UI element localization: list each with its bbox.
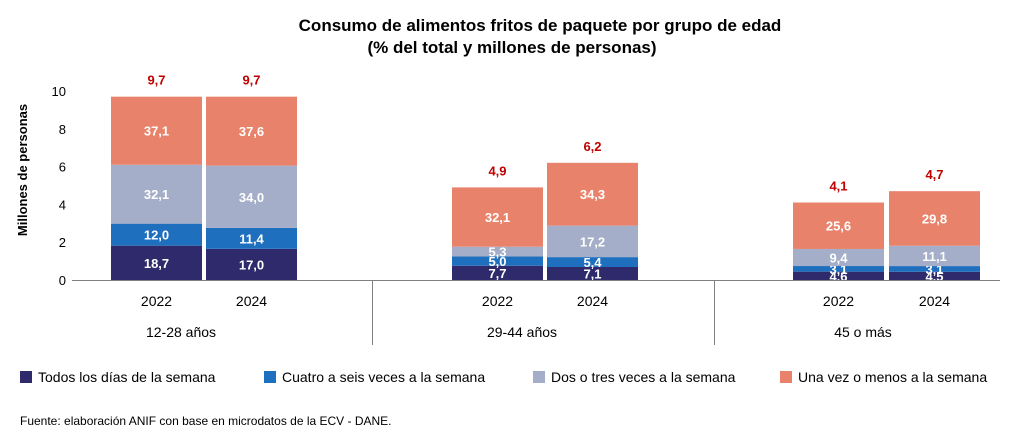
legend-swatch bbox=[20, 371, 32, 383]
segment-data-label: 29,8 bbox=[922, 211, 947, 226]
chart: Consumo de alimentos fritos de paquete p… bbox=[15, 16, 1000, 345]
total-data-label: 6,2 bbox=[583, 139, 601, 154]
segment-data-label: 9,4 bbox=[829, 250, 848, 265]
y-tick-label: 4 bbox=[59, 197, 66, 212]
total-data-label: 9,7 bbox=[147, 73, 165, 88]
segment-data-label: 18,7 bbox=[144, 256, 169, 271]
bar-segment bbox=[206, 165, 297, 228]
bar-stack: 7,75,05,3 32,1 4,9 bbox=[452, 163, 543, 281]
legend-label: Dos o tres veces a la semana bbox=[551, 369, 736, 385]
bar-segment bbox=[889, 245, 980, 267]
bar-segment bbox=[452, 256, 543, 266]
group-label: 45 o más bbox=[834, 324, 892, 340]
total-data-label: 4,9 bbox=[488, 163, 506, 178]
x-axis: 2022 2024 2022 2024 2022 2024 12-28 años 29-44 … bbox=[72, 280, 1000, 345]
total-data-label: 4,1 bbox=[829, 179, 847, 194]
segment-data-label: 5,4 bbox=[583, 255, 602, 270]
legend-label: Una vez o menos a la semana bbox=[798, 369, 988, 385]
segment-data-label: 34,3 bbox=[580, 187, 605, 202]
bar-segment bbox=[452, 265, 543, 280]
bar-segment bbox=[206, 227, 297, 249]
y-tick-label: 6 bbox=[59, 160, 66, 175]
bar-segment bbox=[547, 162, 638, 226]
y-tick-label: 2 bbox=[59, 235, 66, 250]
bar-segment bbox=[889, 266, 980, 272]
segment-data-label: 37,6 bbox=[239, 124, 264, 139]
bar-stack: 4,63,19,425,64,1 bbox=[793, 179, 884, 284]
legend-label: Cuatro a seis veces a la semana bbox=[282, 369, 486, 385]
segment-data-label: 34,0 bbox=[239, 190, 264, 205]
y-axis: 0 2 4 6 8 10 bbox=[52, 84, 66, 288]
x-tick-label: 2022 bbox=[823, 293, 854, 309]
legend-item: Una vez o menos a la semana bbox=[780, 369, 987, 385]
legend-label: Todos los días de la semana bbox=[38, 369, 216, 385]
segment-data-label: 5,0 bbox=[488, 254, 506, 269]
segment-data-label: 32,1 bbox=[485, 210, 510, 225]
bar-segment bbox=[547, 225, 638, 258]
legend: Todos los días de la semana Cuatro a seis… bbox=[0, 369, 1024, 393]
legend-item: Cuatro a seis veces a la semana bbox=[264, 369, 485, 385]
bar-stack: 17,0 11,4 34,0 37,6 9,7 bbox=[206, 73, 297, 280]
segment-data-label: 37,1 bbox=[144, 124, 169, 139]
source-note: Fuente: elaboración ANIF con base en mic… bbox=[20, 414, 392, 428]
bar-stack: 7,15,4 17,2 34,3 6,2 bbox=[547, 139, 638, 282]
bar-segment bbox=[111, 96, 202, 165]
group-label: 12-28 años bbox=[146, 324, 216, 340]
x-tick-label: 2022 bbox=[482, 293, 513, 309]
bar-segment bbox=[111, 164, 202, 224]
segment-data-label: 12,0 bbox=[144, 228, 169, 243]
segment-data-label: 17,2 bbox=[580, 234, 605, 249]
legend-swatch bbox=[264, 371, 276, 383]
y-axis-label: Millones de personas bbox=[15, 104, 30, 236]
y-tick-label: 8 bbox=[59, 122, 66, 137]
legend-swatch bbox=[533, 371, 545, 383]
chart-subtitle: (% del total y millones de personas) bbox=[367, 38, 656, 57]
total-data-label: 4,7 bbox=[925, 167, 943, 182]
bar-segment bbox=[793, 271, 884, 280]
segment-data-label: 32,1 bbox=[144, 187, 169, 202]
segment-data-label: 25,6 bbox=[826, 219, 851, 234]
bar-segment bbox=[111, 223, 202, 246]
bar-segment bbox=[889, 191, 980, 246]
bar-segment bbox=[793, 266, 884, 272]
bar-stack: 4,53,111,129,84,7 bbox=[889, 167, 980, 284]
y-tick-label: 0 bbox=[59, 273, 66, 288]
bar-segment bbox=[111, 245, 202, 280]
bars: 18,7 12,0 32,1 37,1 9,7 17,0 11,4 34,0 37,6 9,7 7,… bbox=[111, 73, 980, 284]
segment-data-label: 7,1 bbox=[583, 267, 601, 282]
y-tick-label: 10 bbox=[52, 84, 66, 99]
legend-item: Dos o tres veces a la semana bbox=[533, 369, 735, 385]
legend-swatch bbox=[780, 371, 792, 383]
x-tick-label: 2024 bbox=[919, 293, 950, 309]
segment-data-label: 11,1 bbox=[922, 249, 947, 264]
bar-segment bbox=[452, 187, 543, 247]
bar-segment bbox=[206, 96, 297, 166]
segment-data-label: 5,3 bbox=[488, 245, 506, 260]
group-label: 29-44 años bbox=[487, 324, 557, 340]
bar-stack: 18,7 12,0 32,1 37,1 9,7 bbox=[111, 73, 202, 280]
bar-segment bbox=[547, 257, 638, 268]
bar-segment bbox=[547, 267, 638, 280]
total-data-label: 9,7 bbox=[242, 73, 260, 88]
x-tick-label: 2022 bbox=[141, 293, 172, 309]
legend-item: Todos los días de la semana bbox=[20, 369, 215, 385]
segment-data-label: 7,7 bbox=[488, 266, 506, 281]
bar-segment bbox=[889, 271, 980, 280]
x-tick-label: 2024 bbox=[236, 293, 267, 309]
x-tick-label: 2024 bbox=[577, 293, 608, 309]
segment-data-label: 17,0 bbox=[239, 257, 264, 272]
bar-segment bbox=[206, 248, 297, 280]
bar-segment bbox=[793, 248, 884, 267]
bar-segment bbox=[793, 202, 884, 249]
segment-data-label: 11,4 bbox=[239, 231, 264, 246]
bar-segment bbox=[452, 246, 543, 257]
chart-title: Consumo de alimentos fritos de paquete p… bbox=[299, 16, 782, 35]
